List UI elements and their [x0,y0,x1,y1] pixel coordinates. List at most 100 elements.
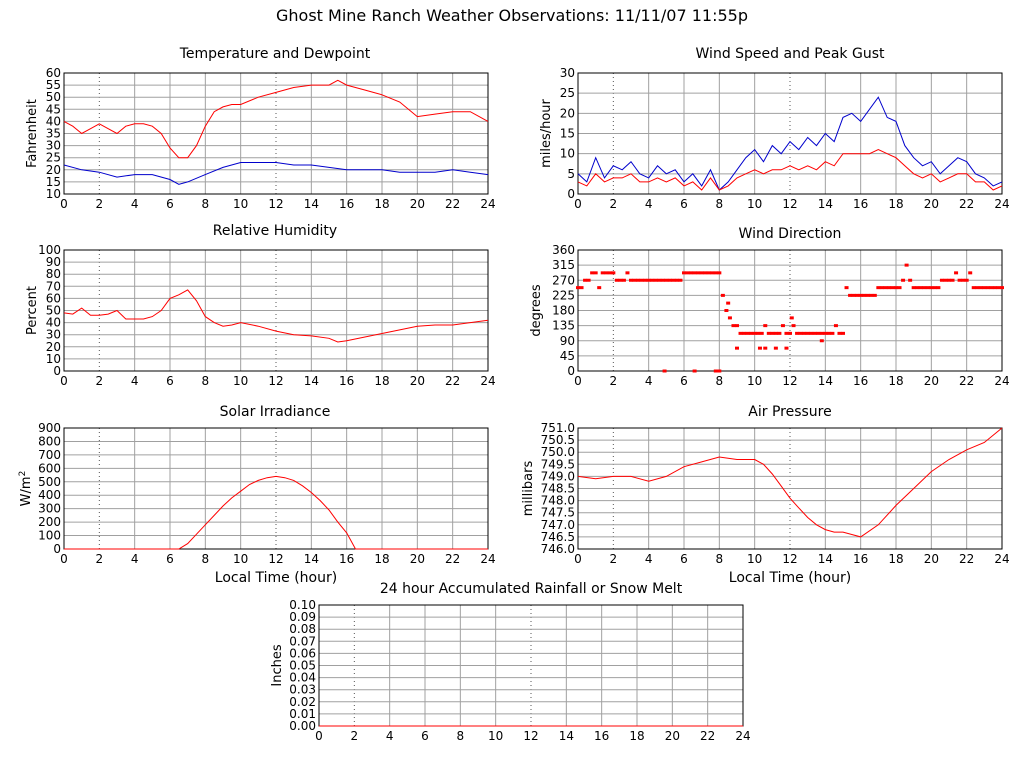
x-tick-label: 12 [782,374,797,388]
chart-title: 24 hour Accumulated Rainfall or Snow Mel… [380,581,683,597]
y-tick-label: 270 [552,273,575,287]
y-tick-label: 749.0 [541,469,575,483]
y-tick-label: 30 [46,328,61,342]
data-point [639,278,644,282]
x-tick-label: 18 [374,552,389,566]
data-point [586,278,591,282]
y-tick-label: 25 [46,151,61,165]
data-point [696,271,701,275]
data-point [996,286,1001,290]
x-tick-label: 24 [994,374,1009,388]
data-point [851,293,856,297]
data-point [950,278,955,282]
data-point [780,324,785,328]
data-point [989,286,994,290]
y-axis-label: millibars [521,461,536,517]
y-tick-label: 135 [552,319,575,333]
data-point [886,286,891,290]
x-tick-label: 22 [445,552,460,566]
x-tick-label: 2 [610,374,618,388]
data-point [583,278,588,282]
data-point [876,286,881,290]
data-point [773,331,778,335]
data-point [795,331,800,335]
y-tick-label: 748.0 [541,494,575,508]
chart-pressure: 0 2 4 6 8 10 12 14 16 18 20 22 24746.0746.5747.0747.… [521,404,1010,586]
data-point [664,278,669,282]
x-tick-label: 6 [166,374,174,388]
x-tick-label: 8 [457,729,465,743]
y-tick-label: 40 [46,114,61,128]
data-point [720,293,725,297]
data-point [837,331,842,335]
y-tick-label: 20 [560,106,575,120]
data-point [682,271,686,275]
series-line-1 [63,289,489,343]
x-tick-label: 16 [339,374,354,388]
data-point [908,278,913,282]
x-tick-label: 2 [610,552,618,566]
data-point [833,324,838,328]
x-tick-label: 22 [700,729,715,743]
y-tick-label: 20 [46,163,61,177]
y-tick-label: 0 [567,364,575,378]
data-point [844,286,849,290]
x-tick-label: 4 [645,197,653,211]
x-tick-label: 16 [594,729,609,743]
data-point [607,271,612,275]
y-tick-label: 700 [38,448,61,462]
y-tick-label: 0 [53,364,61,378]
data-point [731,324,736,328]
y-tick-label: 0.04 [289,671,316,685]
x-tick-label: 18 [374,197,389,211]
y-tick-label: 80 [46,267,61,281]
y-tick-label: 60 [46,291,61,305]
x-tick-label: 22 [445,374,460,388]
x-tick-label: 8 [716,197,724,211]
y-tick-label: 100 [38,529,61,543]
y-tick-label: 747.5 [541,506,575,520]
data-point [660,278,665,282]
data-point [894,286,898,290]
data-point [819,331,824,335]
series-line-1 [577,427,1003,538]
x-tick-label: 10 [233,552,248,566]
y-tick-label: 0.06 [289,646,316,660]
x-tick-label: 4 [386,729,394,743]
x-tick-label: 16 [853,197,868,211]
plot-border [63,249,489,372]
y-tick-label: 30 [560,66,575,80]
x-tick-label: 2 [96,374,104,388]
data-point [964,278,969,282]
data-point [713,271,718,275]
y-tick-label: 748.5 [541,482,575,496]
y-axis-label: miles/hour [539,98,554,167]
data-point [692,369,697,373]
y-axis-label: degrees [529,284,544,337]
x-tick-label: 16 [853,374,868,388]
x-tick-label: 14 [818,552,833,566]
x-tick-label: 20 [410,197,425,211]
y-tick-label: 40 [46,316,61,330]
x-tick-label: 18 [629,729,644,743]
data-point [689,271,694,275]
x-tick-label: 8 [202,197,210,211]
data-point [897,286,902,290]
data-point [922,286,927,290]
x-tick-label: 10 [747,552,762,566]
y-tick-label: 25 [560,86,575,100]
data-point [841,331,845,335]
y-tick-label: 45 [46,102,61,116]
x-tick-label: 14 [818,374,833,388]
y-tick-label: 746.5 [541,530,575,544]
x-tick-label: 6 [680,197,688,211]
plot-border [577,72,1003,195]
plot-border [63,427,489,550]
x-tick-label: 2 [96,552,104,566]
y-tick-label: 20 [46,340,61,354]
data-point [757,346,762,350]
x-tick-label: 14 [559,729,574,743]
plot-border [577,249,1003,372]
x-tick-label: 24 [735,729,750,743]
plot-border [63,72,489,195]
